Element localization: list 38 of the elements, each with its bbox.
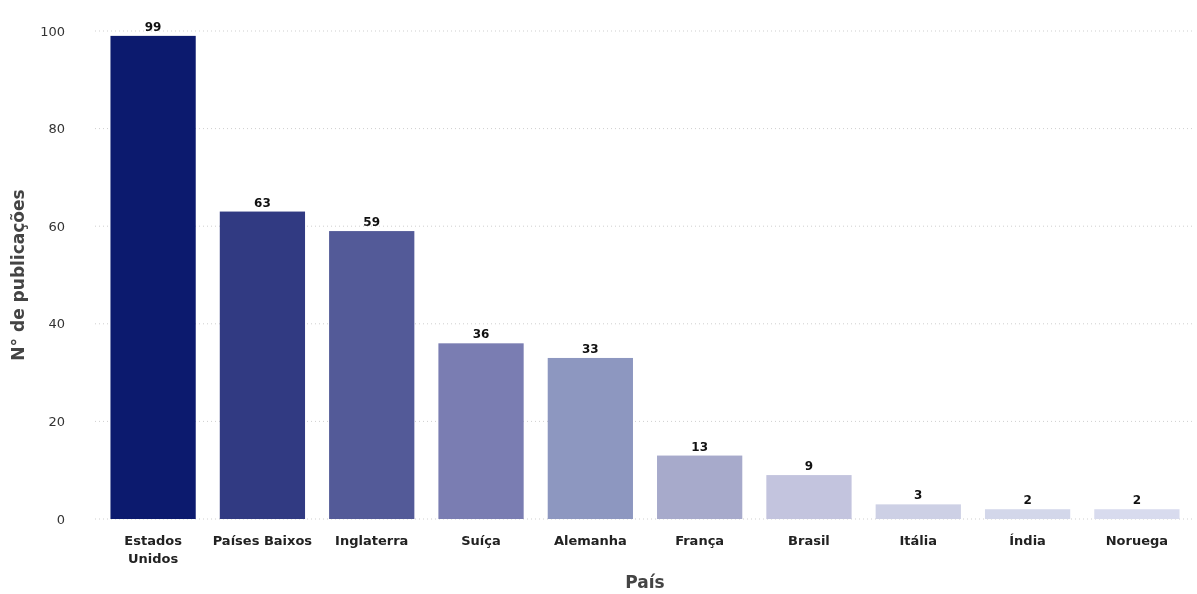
x-axis-title: País — [625, 572, 665, 592]
data-label: 3 — [914, 488, 923, 503]
y-axis-title: N° de publicações — [8, 189, 28, 361]
x-tick-label: Alemanha — [553, 533, 627, 548]
bar — [219, 211, 306, 519]
data-label: 59 — [363, 215, 381, 230]
bar — [657, 455, 743, 519]
x-tick-label: Índia — [1009, 533, 1046, 548]
y-tick-label: 60 — [48, 218, 65, 234]
data-label: 13 — [691, 439, 709, 454]
bar — [329, 231, 415, 519]
y-tick-label: 80 — [48, 121, 65, 137]
x-tick-label: Países Baixos — [212, 533, 313, 548]
y-tick-label: 0 — [56, 511, 65, 527]
bar — [875, 504, 961, 519]
x-tick-label: França — [675, 533, 725, 548]
data-label: 63 — [254, 195, 271, 210]
bar — [438, 343, 524, 519]
bar — [1094, 509, 1180, 519]
data-label: 33 — [581, 341, 599, 356]
bar — [547, 357, 633, 519]
data-label: 2 — [1023, 493, 1032, 508]
x-tick-label: Itália — [899, 533, 938, 548]
data-label: 36 — [472, 327, 490, 342]
bar — [766, 475, 852, 519]
x-tick-label: Brasil — [788, 533, 830, 548]
x-tick-label: Noruega — [1105, 533, 1169, 548]
y-tick-label: 100 — [40, 23, 65, 39]
bar — [110, 35, 196, 519]
x-tick-label: Inglaterra — [335, 533, 409, 548]
data-label: 9 — [804, 459, 814, 474]
x-tick-label: Suíça — [461, 533, 501, 548]
data-label: 2 — [1132, 493, 1142, 508]
bar — [984, 509, 1071, 519]
data-label: 99 — [144, 19, 162, 34]
y-tick-label: 40 — [48, 316, 65, 332]
x-tick-label: Estados Unidos — [124, 533, 183, 566]
y-tick-label: 20 — [48, 413, 65, 429]
